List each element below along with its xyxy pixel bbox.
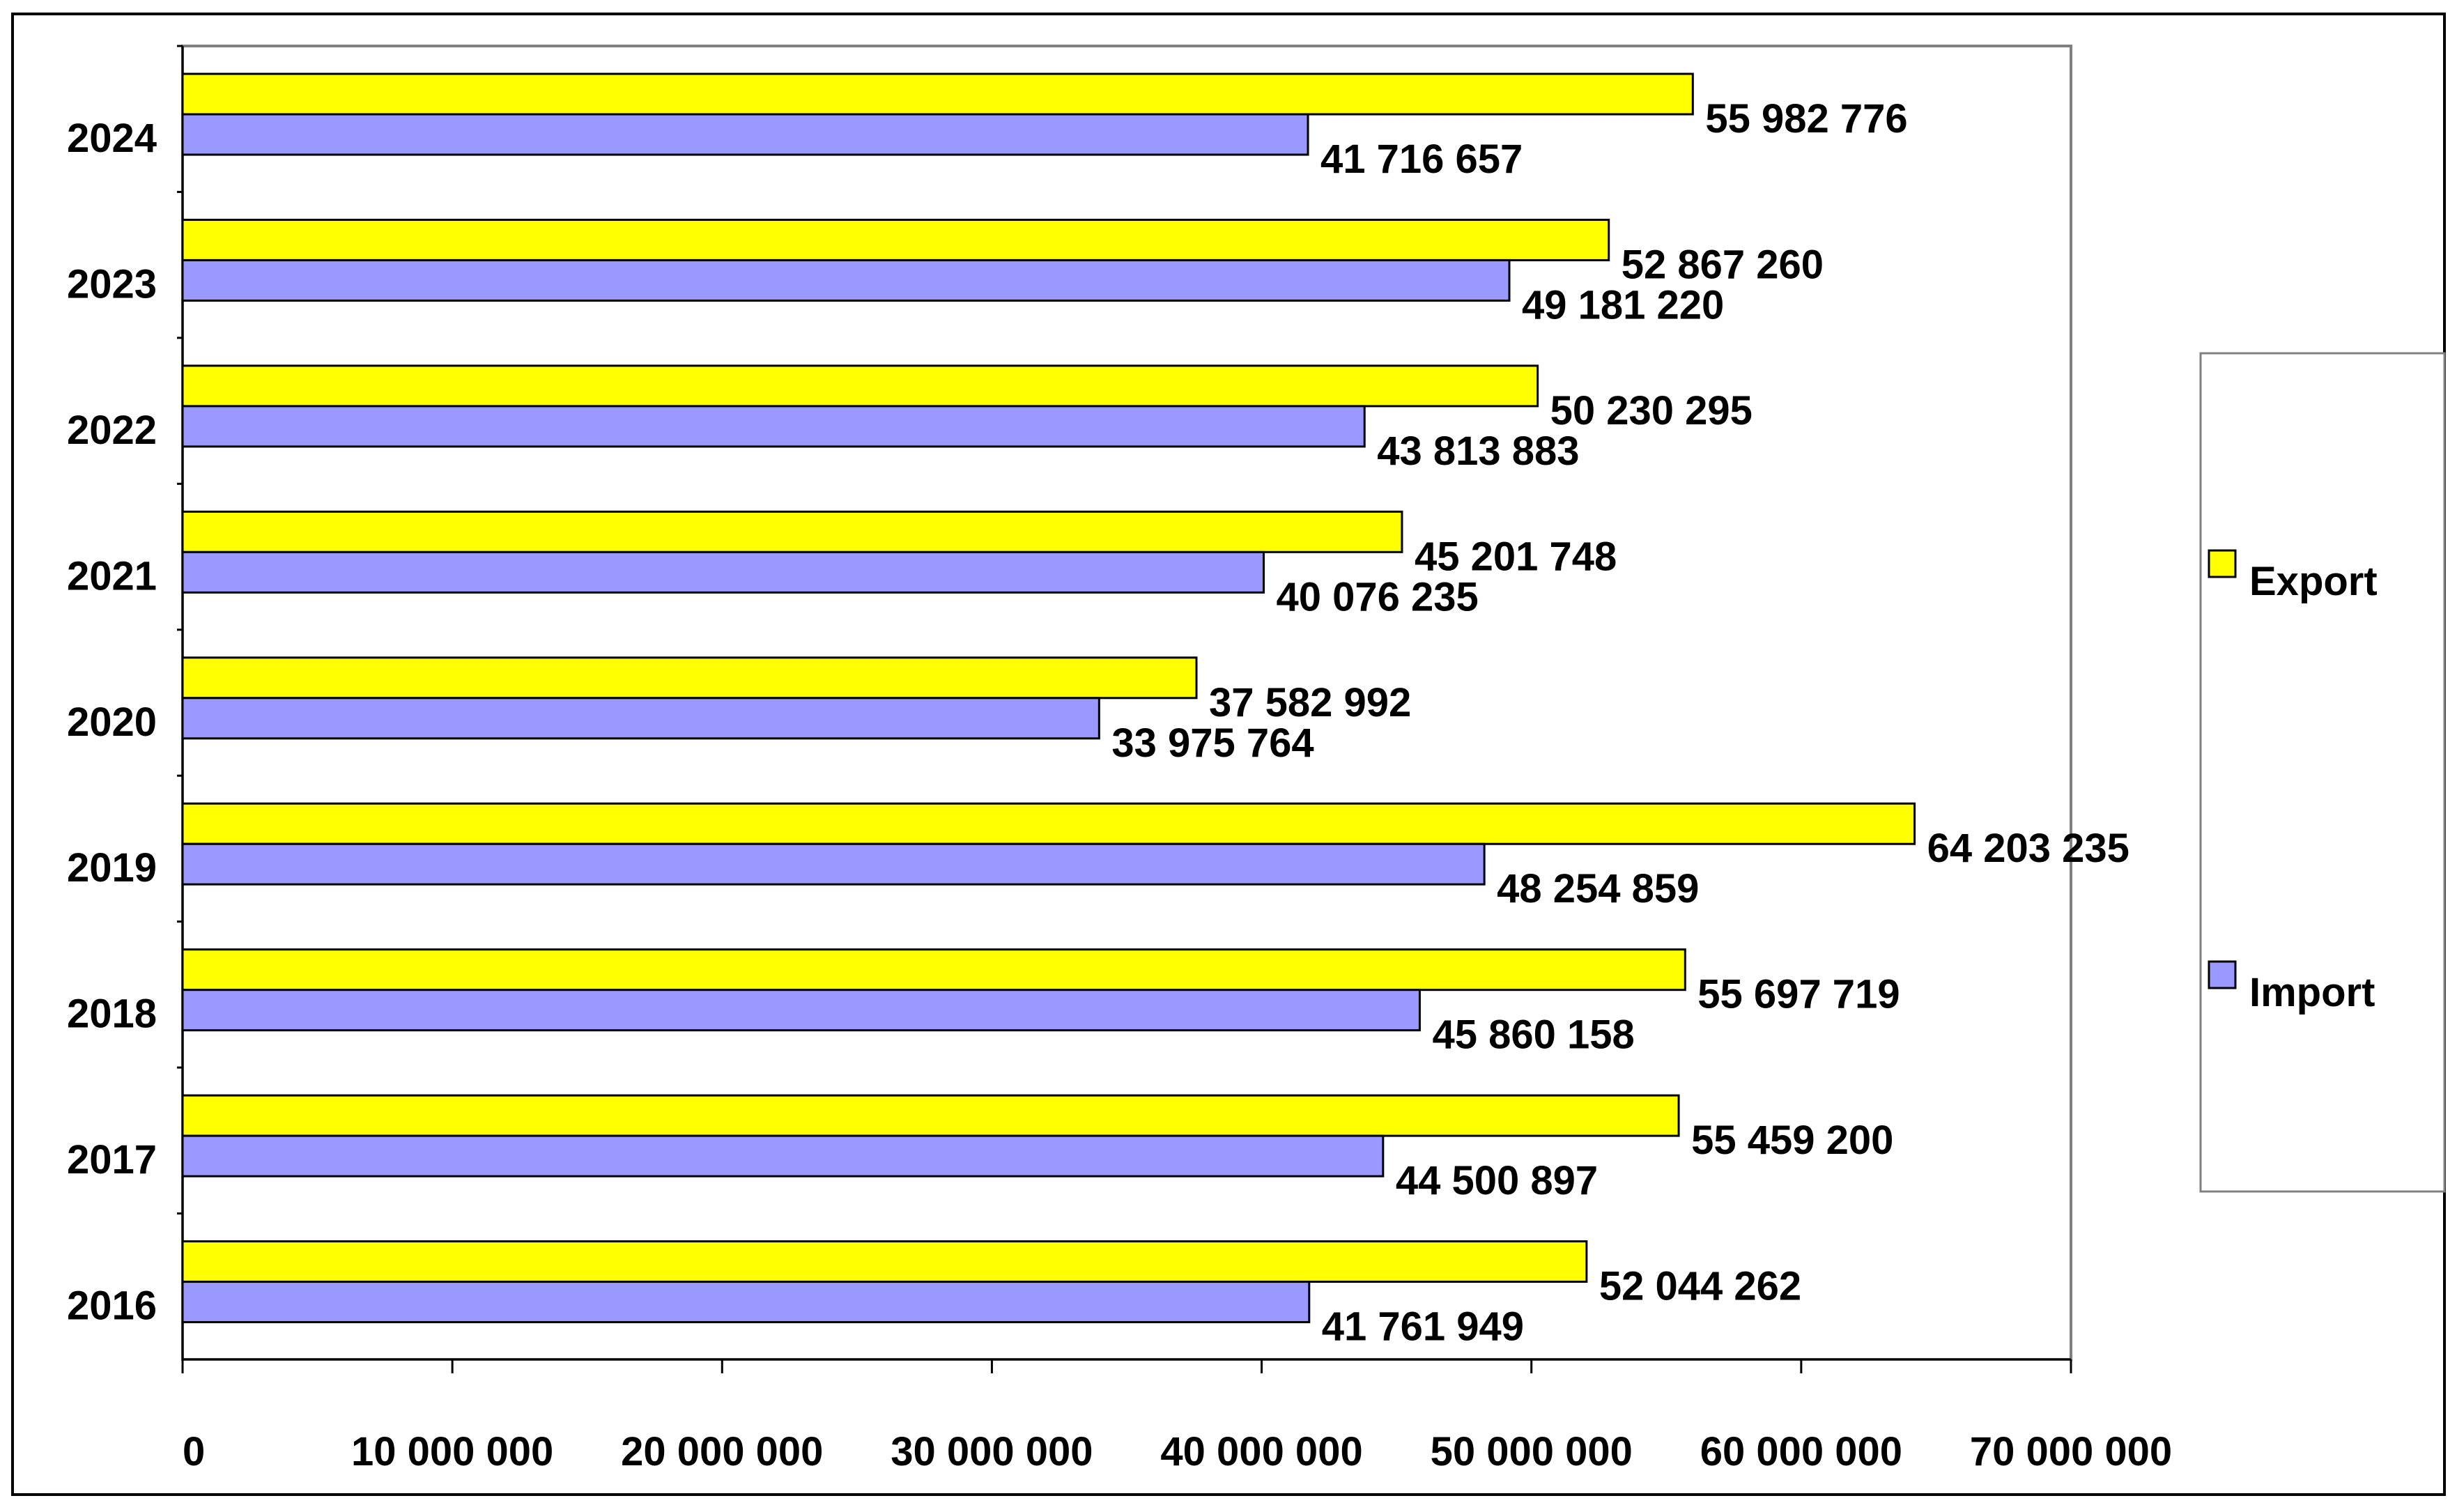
bar-export-2016: [181, 1240, 1588, 1283]
data-label-export-2022: 50 230 295: [1550, 388, 1753, 433]
data-label-import-2019: 48 254 859: [1497, 866, 1699, 911]
legend-swatch-export: [2208, 549, 2237, 578]
data-label-export-2016: 52 044 262: [1599, 1264, 1801, 1309]
legend: Export Import: [2199, 352, 2446, 1193]
bar-import-2022: [181, 405, 1366, 448]
data-label-export-2024: 55 982 776: [1705, 96, 1907, 141]
category-label-2024: 2024: [67, 116, 157, 161]
data-label-import-2021: 40 076 235: [1277, 574, 1479, 619]
data-label-export-2023: 52 867 260: [1622, 242, 1824, 287]
data-label-import-2024: 41 716 657: [1320, 137, 1523, 182]
data-label-export-2020: 37 582 992: [1209, 680, 1411, 725]
bar-import-2018: [181, 989, 1421, 1032]
bar-export-2024: [181, 72, 1694, 116]
bar-export-2018: [181, 948, 1686, 992]
legend-label-export: Export: [2249, 559, 2378, 604]
data-label-import-2017: 44 500 897: [1396, 1158, 1598, 1203]
legend-box: [2199, 352, 2446, 1193]
data-label-import-2020: 33 975 764: [1111, 720, 1314, 766]
category-label-2021: 2021: [67, 553, 157, 599]
data-label-import-2022: 43 813 883: [1377, 429, 1579, 474]
x-tick-label-2: 20 000 000: [621, 1429, 823, 1474]
x-tick-label-7: 70 000 000: [1970, 1429, 2172, 1474]
category-label-2023: 2023: [67, 261, 157, 307]
data-label-export-2017: 55 459 200: [1691, 1118, 1893, 1163]
bars-layer: 52 044 262 41 761 949 55 459 200 44 500 897…: [181, 72, 2129, 1350]
data-label-export-2021: 45 201 748: [1415, 534, 1617, 579]
x-tick-label-1: 10 000 000: [351, 1429, 553, 1474]
legend-label-import: Import: [2249, 970, 2375, 1015]
bar-export-2022: [181, 364, 1539, 408]
category-label-2016: 2016: [67, 1283, 157, 1329]
data-label-import-2016: 41 761 949: [1322, 1304, 1524, 1350]
bar-export-2019: [181, 802, 1916, 845]
category-label-2018: 2018: [67, 992, 157, 1037]
bar-export-2017: [181, 1094, 1680, 1137]
x-tick-label-6: 60 000 000: [1700, 1429, 1902, 1474]
category-label-2022: 2022: [67, 408, 157, 453]
category-label-2020: 2020: [67, 700, 157, 745]
bar-import-2021: [181, 550, 1265, 594]
category-label-2017: 2017: [67, 1137, 157, 1182]
bar-import-2016: [181, 1281, 1311, 1324]
category-label-2019: 2019: [67, 845, 157, 890]
x-tick-label-4: 40 000 000: [1160, 1429, 1362, 1474]
bar-import-2017: [181, 1134, 1385, 1178]
bar-import-2020: [181, 697, 1100, 740]
x-tick-label-0: 0: [183, 1429, 205, 1474]
bar-export-2021: [181, 510, 1403, 553]
bar-export-2020: [181, 656, 1198, 700]
data-label-export-2019: 64 203 235: [1927, 826, 2129, 871]
bar-import-2023: [181, 259, 1511, 302]
bar-export-2023: [181, 218, 1610, 261]
axis-layer: 2016 2017 2018 2019 2020 2021 2022 2023 2024 0 10 …: [67, 45, 2172, 1474]
x-tick-label-3: 30 000 000: [891, 1429, 1093, 1474]
data-label-import-2023: 49 181 220: [1522, 282, 1724, 327]
legend-swatch-import: [2208, 960, 2237, 989]
bar-import-2024: [181, 113, 1309, 156]
x-tick-label-5: 50 000 000: [1431, 1429, 1633, 1474]
bar-import-2019: [181, 842, 1486, 886]
data-label-export-2018: 55 697 719: [1697, 972, 1900, 1017]
data-label-import-2018: 45 860 158: [1432, 1012, 1634, 1058]
